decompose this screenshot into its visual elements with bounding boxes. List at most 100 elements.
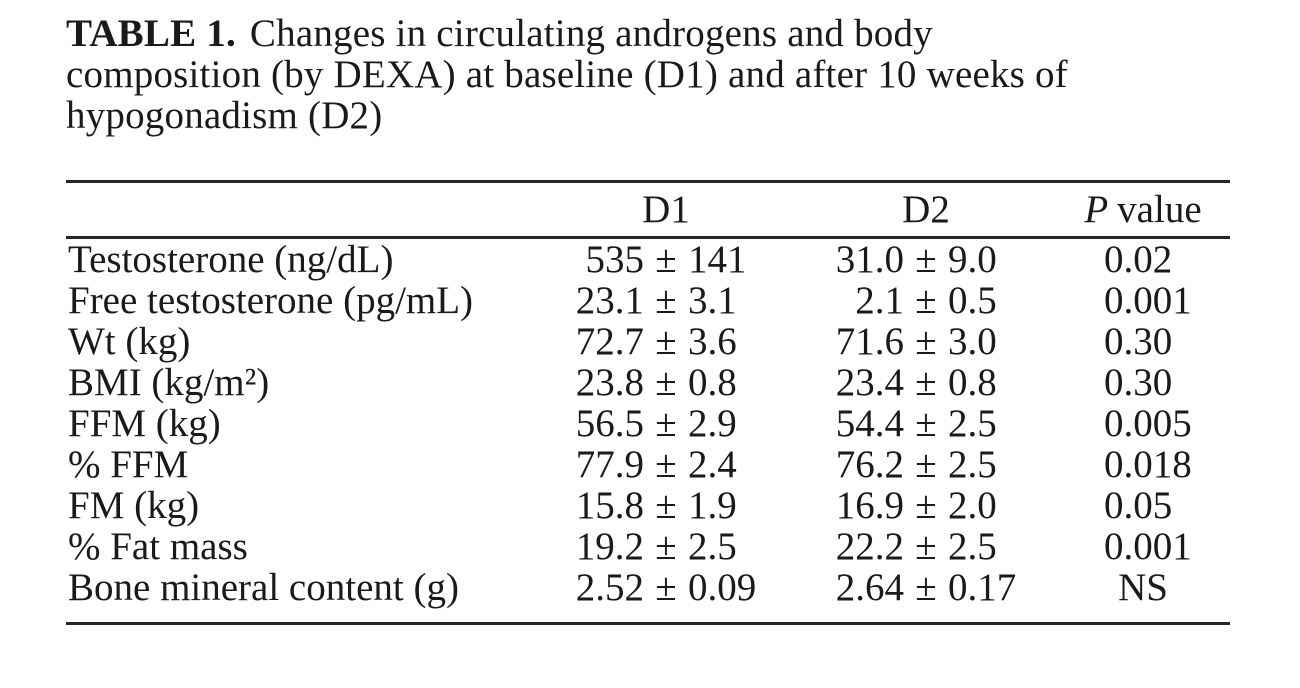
table-row: Bone mineral content (g) 2.52 ±0.09 2.64 ±… [66, 567, 1230, 608]
d1-value: 72.7 ±3.6 [536, 321, 796, 362]
row-label: Bone mineral content (g) [68, 566, 459, 609]
table-row: Testosterone (ng/dL) 535 ±141 31.0 ±9.0 0.… [66, 239, 1230, 280]
d1-plus-minus: ± [655, 566, 677, 609]
row-label: Free testosterone (pg/mL) [68, 279, 474, 322]
table-body: Testosterone (ng/dL) 535 ±141 31.0 ±9.0 0.… [66, 239, 1230, 622]
pvalue-header-p: P [1084, 188, 1109, 231]
d2-value: 16.9 ±2.0 [796, 485, 1056, 526]
row-label: FM (kg) [68, 484, 200, 527]
table-row: FM (kg) 15.8 ±1.9 16.9 ±2.0 0.05 [66, 485, 1230, 526]
d2-value: 2.64 ±0.17 [796, 567, 1056, 608]
d1-sd: 2.4 [688, 443, 737, 486]
d1-value: 56.5 ±2.9 [536, 403, 796, 444]
table-number-label: TABLE 1. [66, 12, 236, 55]
d2-sd: 9.0 [948, 238, 997, 281]
p-value: 0.018 [1104, 443, 1192, 486]
row-label: BMI (kg/m²) [68, 361, 270, 404]
table-title-line-3: hypogonadism (D2) [66, 94, 383, 137]
table-bottom-rule [66, 622, 1230, 625]
d1-sd: 3.6 [688, 320, 737, 363]
d1-value: 535 ±141 [536, 239, 796, 280]
d1-sd: 3.1 [688, 279, 737, 322]
row-label: Wt (kg) [68, 320, 191, 363]
d1-value: 19.2 ±2.5 [536, 526, 796, 567]
p-value: 0.30 [1104, 361, 1173, 404]
d1-mean: 23.8 [575, 361, 644, 404]
table-title: TABLE 1. Changes in circulating androgens… [66, 13, 1236, 136]
table-top-rule [66, 180, 1230, 183]
table-row: % FFM 77.9 ±2.4 76.2 ±2.5 0.018 [66, 444, 1230, 485]
d1-value: 15.8 ±1.9 [536, 485, 796, 526]
table-row: Wt (kg) 72.7 ±3.6 71.6 ±3.0 0.30 [66, 321, 1230, 362]
row-label: Testosterone (ng/dL) [68, 238, 394, 281]
d1-mean: 15.8 [575, 484, 644, 527]
table-row: BMI (kg/m²) 23.8 ±0.8 23.4 ±0.8 0.30 [66, 362, 1230, 403]
d1-mean: 2.52 [575, 566, 644, 609]
d2-sd: 2.5 [948, 525, 997, 568]
d1-plus-minus: ± [655, 484, 677, 527]
d2-mean: 31.0 [835, 238, 904, 281]
d2-sd: 0.5 [948, 279, 997, 322]
d2-plus-minus: ± [915, 443, 937, 486]
d1-mean: 23.1 [575, 279, 644, 322]
d1-plus-minus: ± [655, 361, 677, 404]
d1-mean: 72.7 [575, 320, 644, 363]
d2-plus-minus: ± [915, 525, 937, 568]
d1-plus-minus: ± [655, 443, 677, 486]
d1-sd: 0.09 [688, 566, 757, 609]
d2-mean: 16.9 [835, 484, 904, 527]
row-label: % FFM [68, 443, 189, 486]
table-header-rule [66, 236, 1230, 239]
d1-sd: 0.8 [688, 361, 737, 404]
d1-sd: 141 [688, 238, 747, 281]
d2-plus-minus: ± [915, 238, 937, 281]
d1-mean: 56.5 [575, 402, 644, 445]
table-title-line-1: TABLE 1. Changes in circulating androgens… [66, 13, 1236, 54]
d1-sd: 2.9 [688, 402, 737, 445]
d2-value: 76.2 ±2.5 [796, 444, 1056, 485]
p-value: 0.02 [1104, 238, 1173, 281]
d2-sd: 3.0 [948, 320, 997, 363]
d2-mean: 23.4 [835, 361, 904, 404]
d2-plus-minus: ± [915, 320, 937, 363]
table-title-text-1: Changes in circulating androgens and bod… [249, 12, 933, 55]
table-title-line-2: composition (by DEXA) at baseline (D1) a… [66, 53, 1068, 96]
row-label: FFM (kg) [68, 402, 221, 445]
d2-sd: 2.5 [948, 443, 997, 486]
d2-sd: 2.0 [948, 484, 997, 527]
p-value: 0.30 [1104, 320, 1173, 363]
p-value: 0.005 [1104, 402, 1192, 445]
d2-plus-minus: ± [915, 484, 937, 527]
d1-plus-minus: ± [655, 279, 677, 322]
d2-plus-minus: ± [915, 566, 937, 609]
p-value: 0.001 [1104, 279, 1192, 322]
d1-plus-minus: ± [655, 320, 677, 363]
d2-value: 2.1 ±0.5 [796, 280, 1056, 321]
table-row: FFM (kg) 56.5 ±2.9 54.4 ±2.5 0.005 [66, 403, 1230, 444]
row-label: % Fat mass [68, 525, 248, 568]
d1-plus-minus: ± [655, 238, 677, 281]
d1-sd: 2.5 [688, 525, 737, 568]
d2-mean: 2.1 [855, 279, 904, 322]
d2-mean: 2.64 [835, 566, 904, 609]
d2-sd: 0.17 [948, 566, 1017, 609]
d1-sd: 1.9 [688, 484, 737, 527]
d2-plus-minus: ± [915, 279, 937, 322]
pvalue-header-value: value [1117, 188, 1202, 231]
column-header-d2: D2 [902, 188, 950, 231]
d1-mean: 535 [585, 238, 645, 281]
column-header-d1: D1 [642, 188, 690, 231]
d1-value: 77.9 ±2.4 [536, 444, 796, 485]
d2-mean: 71.6 [835, 320, 904, 363]
d2-value: 31.0 ±9.0 [796, 239, 1056, 280]
d2-value: 23.4 ±0.8 [796, 362, 1056, 403]
d1-value: 23.1 ±3.1 [536, 280, 796, 321]
d2-sd: 2.5 [948, 402, 997, 445]
p-value: 0.001 [1104, 525, 1192, 568]
d2-plus-minus: ± [915, 361, 937, 404]
d2-mean: 22.2 [835, 525, 904, 568]
